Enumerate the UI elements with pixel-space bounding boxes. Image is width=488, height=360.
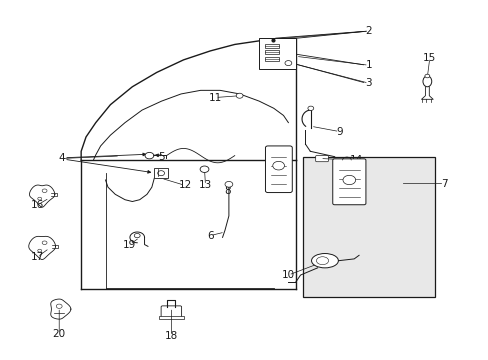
Circle shape: [342, 175, 355, 185]
Text: 6: 6: [206, 231, 213, 240]
Text: 20: 20: [53, 329, 65, 339]
Text: 18: 18: [164, 331, 178, 341]
Circle shape: [145, 152, 154, 159]
Text: 8: 8: [224, 186, 230, 196]
Text: 13: 13: [199, 180, 212, 190]
Circle shape: [224, 181, 232, 187]
Circle shape: [272, 161, 284, 170]
Circle shape: [158, 171, 164, 176]
Bar: [264, 50, 278, 54]
Text: 19: 19: [123, 239, 136, 249]
Text: 3: 3: [365, 78, 371, 88]
Bar: [159, 316, 183, 319]
Circle shape: [42, 241, 47, 244]
Ellipse shape: [422, 76, 431, 87]
Text: 12: 12: [178, 180, 191, 190]
Circle shape: [200, 166, 208, 172]
Circle shape: [424, 74, 429, 78]
FancyBboxPatch shape: [332, 159, 365, 205]
Ellipse shape: [316, 257, 328, 265]
Text: 10: 10: [281, 270, 294, 280]
Text: 17: 17: [31, 252, 44, 262]
Bar: [264, 44, 278, 48]
FancyBboxPatch shape: [161, 306, 181, 318]
Circle shape: [307, 106, 313, 111]
Text: 5: 5: [158, 152, 164, 162]
Circle shape: [42, 189, 47, 193]
Text: 1: 1: [365, 60, 371, 70]
Text: 7: 7: [440, 179, 447, 189]
Text: 2: 2: [365, 26, 371, 36]
Text: 11: 11: [208, 93, 222, 103]
Text: 16: 16: [31, 200, 44, 210]
Circle shape: [285, 60, 291, 66]
Text: 4: 4: [58, 153, 65, 163]
Circle shape: [236, 93, 243, 98]
Bar: [264, 57, 278, 61]
Ellipse shape: [311, 253, 338, 268]
Circle shape: [56, 304, 62, 309]
Bar: [303, 157, 434, 297]
Bar: [154, 168, 167, 178]
Circle shape: [38, 249, 41, 252]
Text: 15: 15: [422, 53, 435, 63]
Circle shape: [134, 233, 140, 238]
Bar: [259, 39, 295, 69]
Circle shape: [38, 197, 41, 200]
Text: 14: 14: [349, 155, 363, 165]
FancyBboxPatch shape: [315, 156, 328, 162]
Text: 9: 9: [336, 127, 342, 136]
FancyBboxPatch shape: [265, 146, 292, 193]
